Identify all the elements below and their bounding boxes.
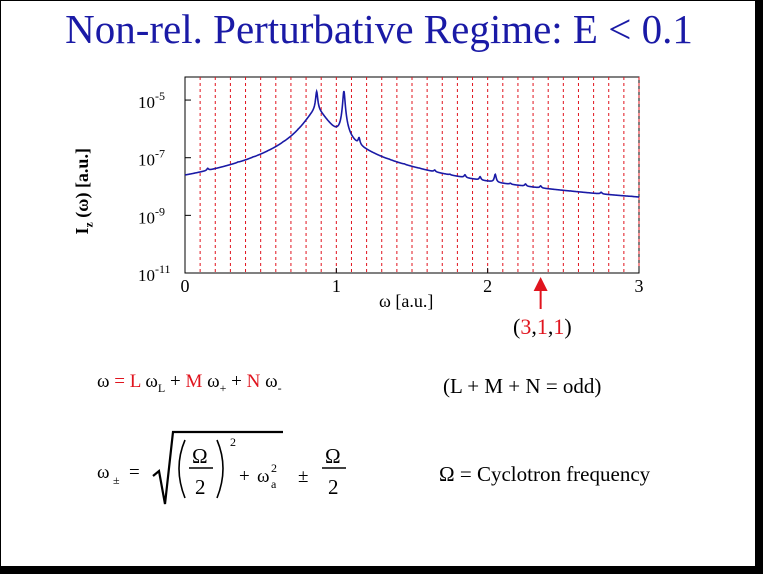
sqrt-sign	[152, 430, 283, 505]
x-tick-label: 2	[483, 276, 492, 296]
slide-title: Non-rel. Perturbative Regime: E < 0.1	[65, 6, 693, 52]
frequency-equation: ω = L ωL + M ω+ + N ω-	[97, 371, 282, 395]
x-ticks: 0 1 2 3	[181, 268, 644, 296]
right-paren	[216, 439, 224, 499]
y-label-sub: z	[81, 222, 96, 228]
arrow-annotation: (3,1,1)	[513, 314, 572, 339]
svg-text:ω: ω	[97, 462, 110, 483]
y-tick-label: 10-7	[138, 147, 165, 170]
annotation-arrow	[533, 277, 548, 309]
spectrum-chart: 0 1 2 3 10-5 10-7 10-9 10-11	[138, 76, 644, 309]
svg-text:2: 2	[328, 475, 339, 499]
frequency-marker-lines	[199, 77, 640, 273]
svg-text:=: =	[129, 462, 140, 483]
svg-text:Ω: Ω	[325, 444, 341, 468]
x-axis-label: ω [a.u.]	[379, 291, 434, 311]
x-tick-label: 3	[635, 276, 644, 296]
left-paren	[178, 439, 186, 499]
y-tick-label: 10-11	[138, 262, 171, 285]
svg-text:+: +	[239, 466, 250, 487]
svg-text:Ω: Ω	[192, 444, 208, 468]
y-tick-label: 10-5	[138, 89, 165, 112]
omega-pm-equation: ω ± = Ω 2 2 + ω 2 a ± Ω 2	[97, 430, 346, 505]
svg-text:ω: ω	[257, 466, 270, 487]
y-ticks: 10-5 10-7 10-9 10-11	[138, 89, 191, 285]
omega-definition: Ω = Cyclotron frequency	[439, 462, 651, 486]
arrow-head	[533, 277, 548, 291]
y-label-I: I	[71, 227, 92, 235]
y-tick-label: 10-9	[138, 204, 165, 227]
svg-text:a: a	[271, 477, 277, 491]
svg-text:2: 2	[195, 475, 206, 499]
svg-text:±: ±	[113, 473, 120, 487]
parity-condition: (L + M + N = odd)	[443, 374, 602, 398]
y-label-rest: (ω) [a.u.]	[71, 148, 92, 223]
svg-text:2: 2	[230, 435, 236, 449]
x-tick-label: 1	[332, 276, 341, 296]
svg-text:±: ±	[298, 466, 308, 487]
x-tick-label: 0	[181, 276, 190, 296]
spectrum-line	[184, 88, 640, 198]
y-axis-label: Iz (ω) [a.u.]	[72, 148, 97, 235]
svg-text:2: 2	[271, 461, 277, 475]
